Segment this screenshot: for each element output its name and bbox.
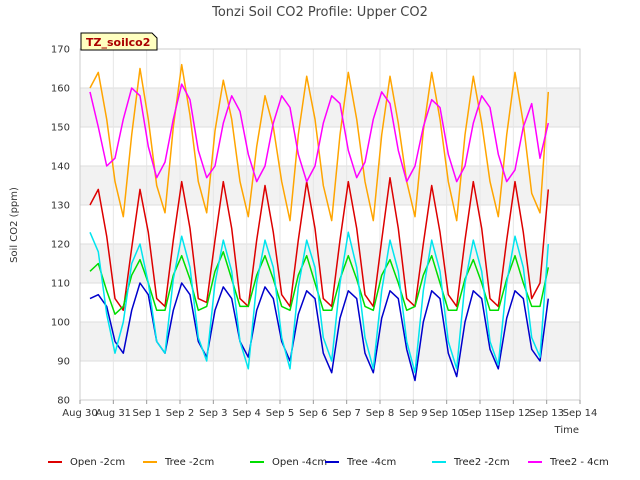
x-tick-label: Sep 3 xyxy=(199,408,227,419)
background-band xyxy=(80,49,580,88)
x-axis-title: Time xyxy=(554,425,579,436)
chart-title: Tonzi Soil CO2 Profile: Upper CO2 xyxy=(211,5,428,20)
series-lines xyxy=(89,63,550,382)
series-line-5 xyxy=(89,83,550,183)
series-line-0 xyxy=(89,176,550,312)
legend-label: Open -2cm xyxy=(70,457,125,468)
legend-label: Tree2 -2cm xyxy=(453,457,510,468)
x-tick-label: Sep 7 xyxy=(332,408,360,419)
x-tick-label: Sep 10 xyxy=(429,408,464,419)
legend-label: Open -4cm xyxy=(272,457,327,468)
x-tick-label: Sep 6 xyxy=(299,408,327,419)
y-tick-label: 110 xyxy=(51,279,70,290)
x-tick-label: Sep 13 xyxy=(529,408,564,419)
y-axis-title: Soil CO2 (ppm) xyxy=(9,187,20,263)
x-tick-label: Sep 2 xyxy=(166,408,194,419)
x-tick-label: Sep 9 xyxy=(399,408,427,419)
series-line-1 xyxy=(89,63,550,222)
x-tick-label: Aug 30 xyxy=(62,408,97,419)
y-tick-label: 130 xyxy=(51,201,70,212)
y-tick-label: 90 xyxy=(57,357,70,368)
x-tick-label: Sep 12 xyxy=(496,408,531,419)
legend-label: Tree -4cm xyxy=(346,457,396,468)
x-tick-label: Sep 1 xyxy=(132,408,160,419)
site-badge-box xyxy=(80,32,158,51)
background-band xyxy=(80,88,580,127)
y-tick-label: 100 xyxy=(51,318,70,329)
y-tick-label: 170 xyxy=(51,45,70,56)
series-line-4 xyxy=(89,231,550,374)
x-tick-label: Sep 8 xyxy=(366,408,394,419)
y-tick-label: 80 xyxy=(57,396,70,407)
y-tick-label: 140 xyxy=(51,162,70,173)
x-tick-label: Sep 5 xyxy=(266,408,294,419)
plot-background-bands xyxy=(80,49,580,400)
y-tick-label: 150 xyxy=(51,123,70,134)
background-band xyxy=(80,283,580,322)
x-tick-label: Aug 31 xyxy=(96,408,131,419)
y-axis-ticks: 80 90 100 110 120 130 140 150 160 170 xyxy=(51,45,70,407)
background-band xyxy=(80,244,580,283)
plot-frame xyxy=(79,48,581,401)
x-tick-label: Sep 4 xyxy=(232,408,260,419)
site-badge-label: TZ_soilco2 xyxy=(86,36,150,49)
site-badge: TZ_soilco2 xyxy=(80,32,158,51)
legend-label: Tree2 - 4cm xyxy=(549,457,609,468)
background-band xyxy=(80,361,580,400)
background-band xyxy=(80,166,580,205)
y-tick-label: 160 xyxy=(51,84,70,95)
x-tick-label: Sep 14 xyxy=(563,408,598,419)
x-tick-label: Sep 11 xyxy=(463,408,498,419)
y-tick-label: 120 xyxy=(51,240,70,251)
legend: Open -2cm Tree -2cm Open -4cm Tree -4cm Tree… xyxy=(48,457,609,468)
legend-label: Tree -2cm xyxy=(164,457,214,468)
